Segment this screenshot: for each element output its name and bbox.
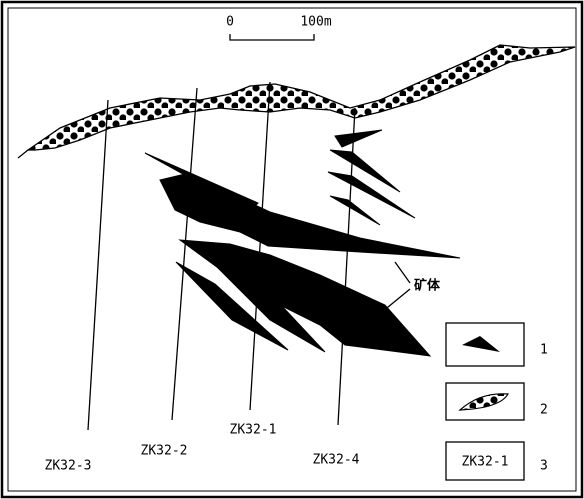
inner-frame [8,8,576,491]
cross-section: 0 100m ZK32-3 ZK32-2 ZK32-1 ZK32-4 矿体 1 … [0,0,584,499]
legend-overburden [460,394,508,410]
drill-label: ZK32-2 [141,444,188,459]
overburden [28,45,575,150]
annotation: 矿体 [414,278,441,294]
legend-number: 3 [540,459,548,474]
legend-number: 2 [540,403,548,418]
drill-label: ZK32-1 [230,423,277,438]
legend-sample: ZK32-1 [462,455,509,470]
legend-number: 1 [540,343,548,358]
scale-start: 0 [226,15,234,30]
drill-label: ZK32-4 [313,453,360,468]
drill-hole [172,88,197,420]
scale-bar [230,34,314,40]
drill-hole [88,100,108,430]
leader-line [382,262,410,312]
drill-label: ZK32-3 [45,459,92,474]
legend-ore [462,336,500,352]
ore-body [335,130,382,147]
ore-body [330,196,380,225]
ore-bodies [145,130,460,356]
page: {"scale_bar": {"start": "0", "end": "100… [0,0,584,499]
scale-end: 100m [300,15,331,30]
ore-body [328,172,415,218]
surface-line [18,150,28,158]
